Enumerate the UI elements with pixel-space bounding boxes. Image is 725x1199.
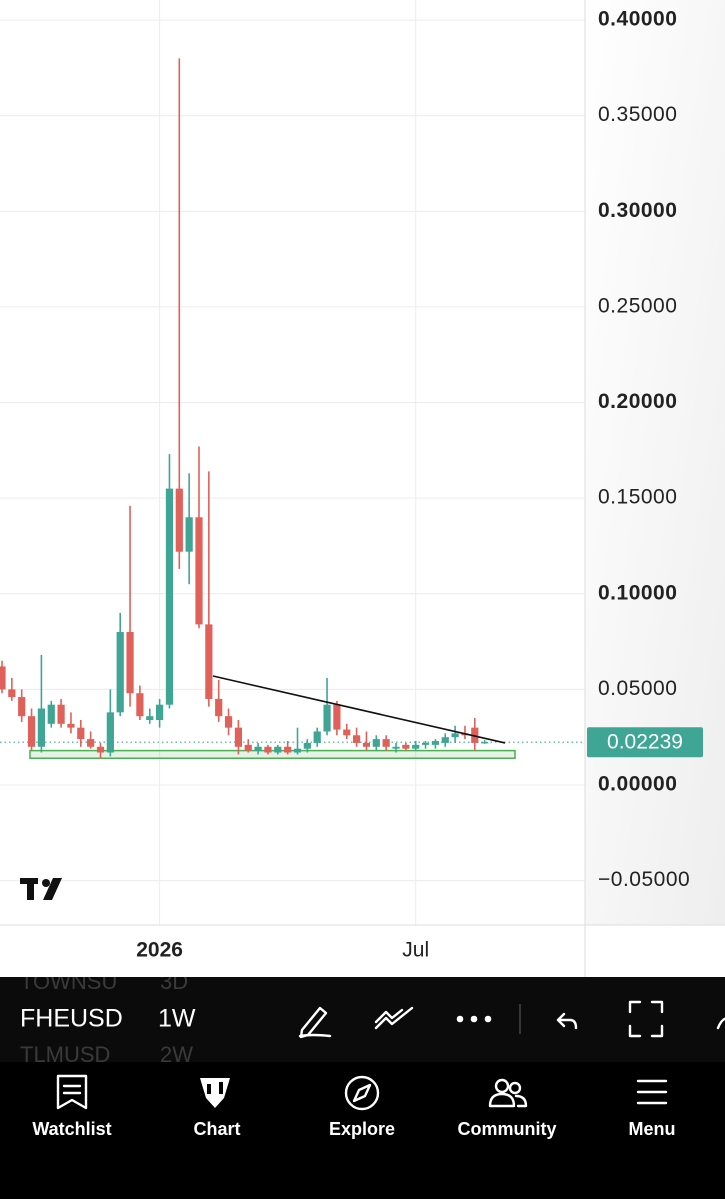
- candle-body: [185, 517, 193, 552]
- interval[interactable]: 1W: [158, 1005, 196, 1033]
- indicators-icon[interactable]: [374, 1006, 414, 1030]
- candle-body: [106, 712, 114, 753]
- chart-icon[interactable]: [200, 1078, 230, 1108]
- nav-bar: [0, 1062, 725, 1199]
- candle-body: [284, 746, 292, 753]
- nav-label[interactable]: Community: [458, 1119, 557, 1139]
- candle-body: [87, 739, 95, 747]
- ghost-interval: 3D: [160, 969, 188, 994]
- candle-body: [57, 704, 65, 724]
- axis-bg: [585, 0, 725, 925]
- candle-body: [293, 748, 302, 753]
- candle-body: [215, 698, 223, 717]
- trendline: [212, 675, 506, 744]
- candle-body: [175, 488, 183, 552]
- symbol[interactable]: FHEUSD: [20, 1005, 123, 1033]
- candle-body: [254, 746, 262, 751]
- tv-logo: [20, 878, 62, 900]
- undo-icon[interactable]: [556, 1012, 578, 1030]
- symbol-backdrop: [0, 999, 300, 1041]
- explore-icon[interactable]: [344, 1075, 380, 1111]
- candle-body: [27, 716, 36, 747]
- candle-body: [67, 723, 75, 728]
- x-tick-label: 2026: [136, 939, 183, 962]
- candle-body: [303, 742, 311, 749]
- candle-body: [412, 744, 420, 749]
- candle-body: [451, 733, 459, 738]
- candle-body: [481, 742, 489, 744]
- nav-label[interactable]: Menu: [629, 1119, 676, 1139]
- draw-icon[interactable]: [298, 1006, 332, 1039]
- candle-body: [313, 731, 321, 743]
- candle-body: [264, 746, 272, 753]
- menu-icon[interactable]: [636, 1079, 668, 1105]
- y-tick-label: 0.00000: [598, 773, 677, 796]
- candle-body: [431, 741, 439, 745]
- x-axis: 2026 Jul: [136, 939, 429, 962]
- candle-body: [274, 746, 282, 753]
- grid: [0, 0, 585, 925]
- y-tick-label: 0.25000: [598, 294, 677, 317]
- candle-body: [362, 742, 371, 747]
- candle-body: [402, 744, 410, 749]
- candle-body: [47, 704, 55, 724]
- ghost-symbol: TLMUSD: [20, 1042, 110, 1067]
- x-tick-label: Jul: [402, 939, 429, 962]
- fullscreen-icon[interactable]: [628, 1000, 664, 1038]
- candle-body: [146, 716, 154, 720]
- candle-body: [224, 716, 233, 728]
- price-label: 0.02239: [607, 731, 683, 754]
- plot: [0, 58, 585, 759]
- candle-body: [244, 744, 252, 751]
- candle-body: [421, 742, 430, 745]
- community-icon[interactable]: [488, 1078, 528, 1108]
- candle-body: [195, 517, 203, 625]
- candle-body: [156, 704, 164, 720]
- watchlist-icon[interactable]: [56, 1074, 88, 1110]
- candle-body: [116, 632, 124, 713]
- more-icon[interactable]: [456, 1015, 492, 1023]
- candle-body: [333, 704, 341, 730]
- candle-body: [323, 704, 331, 732]
- y-tick-label: 0.10000: [598, 581, 677, 604]
- y-tick-label: 0.40000: [598, 8, 677, 31]
- candle-body: [37, 708, 45, 747]
- y-tick-label: −0.05000: [598, 868, 690, 891]
- nav-label[interactable]: Explore: [329, 1119, 395, 1139]
- candle-body: [382, 739, 390, 747]
- candle-body: [77, 727, 85, 740]
- price-label-bg: [587, 727, 703, 758]
- y-axis: 0.40000 0.35000 0.30000 0.25000 0.20000 0.150…: [598, 8, 690, 892]
- candle-body: [0, 666, 6, 690]
- more-tools-icon[interactable]: [716, 1017, 725, 1030]
- y-tick-label: 0.20000: [598, 390, 677, 413]
- candle-body: [441, 737, 449, 743]
- candle-body: [205, 624, 213, 699]
- candle-body: [234, 727, 242, 747]
- candle-body: [8, 689, 16, 698]
- ghost-interval: 2W: [160, 1042, 193, 1067]
- candle-body: [96, 746, 105, 753]
- candle-body: [165, 488, 174, 705]
- candle-body: [136, 693, 144, 717]
- y-tick-label: 0.15000: [598, 486, 677, 509]
- nav-label[interactable]: Chart: [193, 1119, 240, 1139]
- y-tick-label: 0.30000: [598, 199, 677, 222]
- candle-body: [372, 739, 380, 747]
- candle-body: [18, 697, 26, 717]
- candle-body: [353, 735, 361, 743]
- ghost-symbol: TOWNSU: [20, 969, 117, 994]
- candle-body: [392, 746, 400, 749]
- support-zone: [29, 749, 516, 759]
- y-tick-label: 0.05000: [598, 677, 677, 700]
- candle-body: [343, 729, 351, 736]
- candle-body: [126, 632, 134, 694]
- y-tick-label: 0.35000: [598, 103, 677, 126]
- nav-label[interactable]: Watchlist: [32, 1119, 111, 1139]
